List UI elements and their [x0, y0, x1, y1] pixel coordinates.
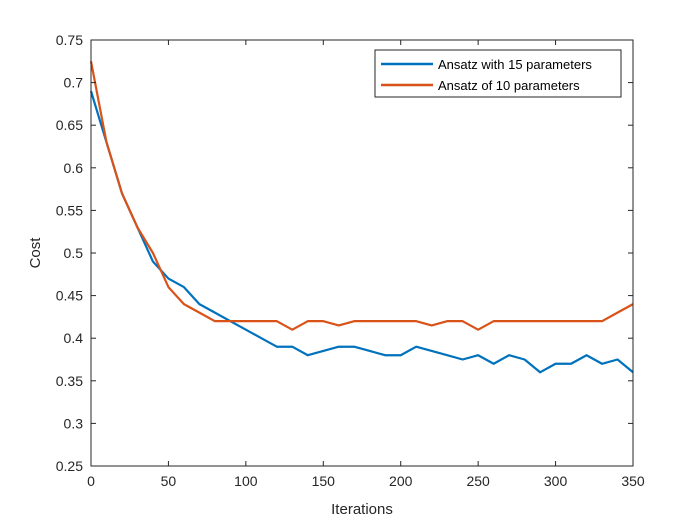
- y-tick-label-9: 0.7: [64, 75, 84, 91]
- y-tick-label-7: 0.6: [64, 160, 84, 176]
- y-tick-label-5: 0.5: [64, 245, 84, 261]
- plot-area: [91, 40, 633, 466]
- x-tick-label-5: 250: [466, 473, 490, 489]
- y-tick-label-2: 0.35: [56, 373, 83, 389]
- x-tick-label-4: 200: [389, 473, 413, 489]
- legend-label-10-params: Ansatz of 10 parameters: [438, 78, 580, 93]
- x-tick-label-0: 0: [87, 473, 95, 489]
- ticks-layer: 0 50 100 150 200 250 300 350 0.25 0.3 0.35 0.4 0.45 0…: [56, 32, 645, 489]
- x-tick-label-6: 300: [544, 473, 568, 489]
- x-tick-label-2: 100: [234, 473, 258, 489]
- legend-label-15-params: Ansatz with 15 parameters: [438, 57, 592, 72]
- legend[interactable]: Ansatz with 15 parameters Ansatz of 10 p…: [374, 49, 622, 98]
- x-tick-label-7: 350: [621, 473, 645, 489]
- y-tick-label-8: 0.65: [56, 117, 83, 133]
- x-tick-label-3: 150: [312, 473, 336, 489]
- y-tick-label-4: 0.45: [56, 288, 83, 304]
- y-tick-label-0: 0.25: [56, 458, 83, 474]
- y-axis-label: Cost: [27, 237, 44, 269]
- legend-box: [374, 49, 622, 98]
- y-tick-label-6: 0.55: [56, 202, 83, 218]
- x-axis-label: Iterations: [331, 501, 393, 518]
- series-line-1: [89, 61, 634, 331]
- y-tick-label-3: 0.4: [64, 330, 84, 346]
- series-layer: [89, 61, 634, 374]
- y-tick-label-10: 0.75: [56, 32, 83, 48]
- y-tick-label-1: 0.3: [64, 415, 84, 431]
- x-tick-label-1: 50: [161, 473, 177, 489]
- series-line-0: [89, 90, 634, 374]
